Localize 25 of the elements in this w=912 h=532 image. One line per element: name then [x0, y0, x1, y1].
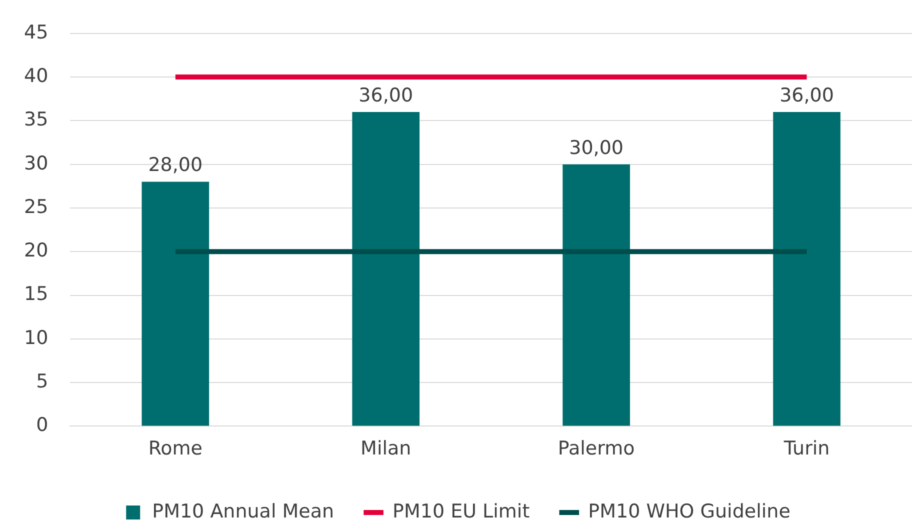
- y-tick-label: 20: [24, 240, 48, 262]
- data-label: 36,00: [780, 84, 834, 106]
- y-tick-label: 25: [24, 196, 48, 218]
- x-tick-label: Milan: [360, 438, 412, 460]
- x-tick-label: Turin: [782, 438, 830, 460]
- bar: [352, 112, 420, 426]
- bar: [142, 182, 210, 426]
- y-tick-label: 10: [24, 326, 48, 349]
- legend-label: PM10 WHO Guideline: [588, 500, 790, 522]
- y-tick-label: 0: [36, 414, 48, 436]
- data-label: 36,00: [358, 84, 414, 106]
- y-tick-label: 35: [24, 108, 48, 131]
- bar: [773, 112, 840, 426]
- bar: [562, 164, 630, 426]
- legend-label: PM10 Annual Mean: [152, 500, 334, 522]
- y-tick-label: 15: [24, 283, 48, 306]
- y-tick-label: 40: [24, 64, 48, 87]
- y-tick-label: 45: [24, 21, 48, 44]
- legend-label: PM10 EU Limit: [392, 500, 530, 522]
- y-tick-label: 5: [36, 370, 48, 392]
- x-tick-label: Palermo: [558, 438, 635, 460]
- data-label: 30,00: [569, 136, 624, 159]
- data-label: 28,00: [148, 154, 203, 176]
- x-tick-label: Rome: [148, 438, 202, 460]
- y-tick-label: 30: [24, 152, 48, 174]
